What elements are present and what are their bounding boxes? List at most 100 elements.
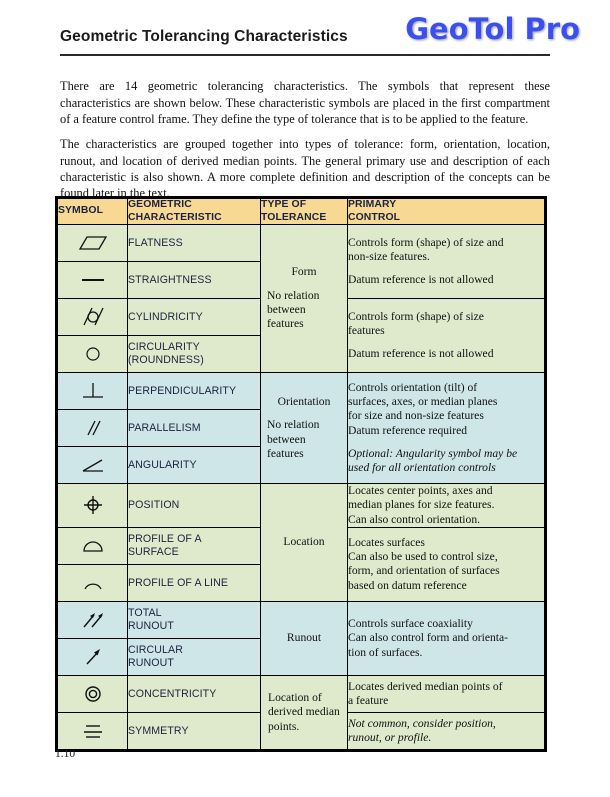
header-line-2: CONTROL: [348, 211, 401, 223]
name-line-1: CIRCULAR: [128, 644, 183, 657]
characteristic-circularity: CIRCULARITY (ROUNDNESS): [127, 335, 261, 373]
angularity-glyph: [82, 459, 103, 472]
table-row: ANGULARITY: [57, 446, 545, 484]
header-line-2: TOLERANCE: [261, 211, 327, 223]
tolerance-type-location: Location: [260, 483, 348, 602]
control-line-1: Locates surfaces: [348, 535, 425, 549]
geotol-pro-logo: GeoTol Pro: [404, 11, 582, 48]
page-number: 1.10: [55, 748, 76, 760]
control-line-3: form, and orientation of surfaces: [348, 564, 500, 578]
tolerance-line-2: derived median: [268, 705, 340, 719]
header-line-1: TYPE OF: [261, 199, 307, 210]
intro-paragraph-2: The characteristics are grouped together…: [60, 137, 550, 200]
name-line-2: SURFACE: [128, 545, 179, 558]
tolerance-sub: No relation between features: [261, 418, 347, 461]
concentricity-glyph: [84, 686, 101, 702]
control-line-2: Can also control form and orienta-: [348, 631, 509, 645]
primary-control-runout: Controls surface coaxiality Can also con…: [347, 600, 545, 676]
sub-line-2: between: [267, 432, 306, 446]
control-line-1: Controls orientation (tilt) of: [348, 380, 478, 394]
control-line-1: Controls form (shape) of size: [348, 309, 484, 323]
control-line-2: Can also be used to control size,: [348, 550, 498, 564]
sub-line-1: No relation: [267, 418, 320, 432]
characteristic-straightness: STRAIGHTNESS: [127, 261, 261, 299]
cylindricity-symbol: [57, 298, 128, 336]
concentricity-symbol: [57, 674, 128, 713]
control-line-3: tion of surfaces.: [348, 645, 423, 659]
control-italic-2: used for all orientation controls: [348, 461, 496, 475]
control-line-2: median planes for size features.: [348, 498, 495, 512]
control-line-3: for size and non-size features: [348, 409, 484, 423]
profile-surface-glyph: [82, 541, 103, 552]
symmetry-symbol: [57, 711, 128, 750]
characteristic-profile-of-a-line: PROFILE OF A LINE: [127, 563, 261, 602]
primary-control-form-1: Controls form (shape) of size and non-si…: [347, 224, 545, 299]
characteristic-concentricity: CONCENTRICITY: [127, 674, 261, 713]
profile-of-a-line-symbol: [57, 563, 128, 602]
column-header-type-of-tolerance: TYPE OF TOLERANCE: [260, 198, 348, 225]
cylindricity-glyph: [82, 307, 104, 326]
control-line-2: features: [348, 323, 385, 337]
circularity-symbol: [57, 335, 128, 373]
control-line-4: Datum reference required: [348, 423, 468, 437]
control-line-3: Datum reference is not allowed: [348, 273, 494, 287]
tolerance-label: Form: [291, 265, 317, 279]
flatness-symbol: [57, 224, 128, 262]
control-line-2: surfaces, axes, or median planes: [348, 394, 498, 408]
characteristic-total-runout: TOTAL RUNOUT: [127, 600, 261, 639]
name-line-2: (ROUNDNESS): [128, 354, 204, 366]
characteristic-symmetry: SYMMETRY: [127, 711, 261, 750]
primary-control-position: Locates center points, axes and median p…: [347, 483, 545, 528]
sub-line-1: No relation: [267, 288, 320, 302]
perpendicularity-glyph: [82, 383, 103, 398]
circular-runout-glyph: [85, 648, 100, 665]
sub-line-3: features: [267, 446, 304, 460]
table-row: TOTAL RUNOUT Runout Controls surface coa…: [57, 600, 545, 676]
primary-control-orientation: Controls orientation (tilt) of surfaces,…: [347, 372, 545, 484]
name-line-2: RUNOUT: [128, 619, 174, 632]
sub-line-2: between: [267, 303, 306, 316]
characteristic-cylindricity: CYLINDRICITY: [127, 298, 261, 336]
name-line-1: PROFILE OF A: [128, 533, 202, 546]
control-italic-1: Optional: Angularity symbol may be: [348, 446, 518, 460]
primary-control-concentricity: Locates derived median points of a featu…: [347, 674, 545, 713]
characteristic-flatness: FLATNESS: [127, 224, 261, 262]
name-line-1: CIRCULARITY: [128, 341, 200, 354]
control-italic-2: runout, or profile.: [348, 730, 432, 744]
table-row: STRAIGHTNESS: [57, 261, 545, 299]
table-row: CYLINDRICITY Controls form (shape) of si…: [57, 298, 545, 373]
tolerance-line-1: Location of: [268, 690, 322, 704]
circularity-glyph: [85, 347, 100, 361]
position-symbol: [57, 483, 128, 528]
total-runout-glyph: [82, 612, 103, 628]
table-header-row: SYMBOL GEOMETRIC CHARACTERISTIC TYPE OF …: [57, 198, 545, 225]
tolerance-label: Runout: [286, 631, 322, 645]
tolerance-type-derived-median-points: Location of derived median points.: [260, 674, 348, 750]
control-line-2: non-size features.: [348, 249, 430, 263]
control-line-1: Locates center points, axes and: [348, 484, 493, 497]
column-header-primary-control: PRIMARY CONTROL: [347, 198, 545, 225]
control-line-1: Controls form (shape) of size and: [348, 235, 504, 249]
straightness-symbol: [57, 261, 128, 299]
profile-line-glyph: [83, 583, 102, 590]
position-glyph: [83, 496, 102, 515]
tolerance-label: Orientation: [277, 394, 331, 408]
primary-control-symmetry: Not common, consider position, runout, o…: [347, 711, 545, 750]
name-line-2: RUNOUT: [128, 656, 174, 669]
title-divider: [60, 54, 550, 56]
table-row: FLATNESS Form No relation between featur…: [57, 224, 545, 373]
table-row: PROFILE OF A SURFACE Locates surfaces Ca…: [57, 526, 545, 602]
column-header-symbol: SYMBOL: [57, 198, 128, 225]
characteristic-profile-of-a-surface: PROFILE OF A SURFACE: [127, 526, 261, 565]
name-line-1: TOTAL: [128, 607, 162, 620]
header-line-2: CHARACTERISTIC: [128, 211, 222, 223]
primary-control-profile: Locates surfaces Can also be used to con…: [347, 526, 545, 602]
tolerance-label: Location: [283, 535, 325, 549]
characteristic-perpendicularity: PERPENDICULARITY: [127, 372, 261, 410]
symmetry-glyph: [83, 725, 102, 738]
control-line-3: Can also control orientation.: [348, 512, 481, 526]
characteristic-angularity: ANGULARITY: [127, 446, 261, 484]
total-runout-symbol: [57, 600, 128, 639]
sub-line-3: features: [267, 317, 304, 331]
